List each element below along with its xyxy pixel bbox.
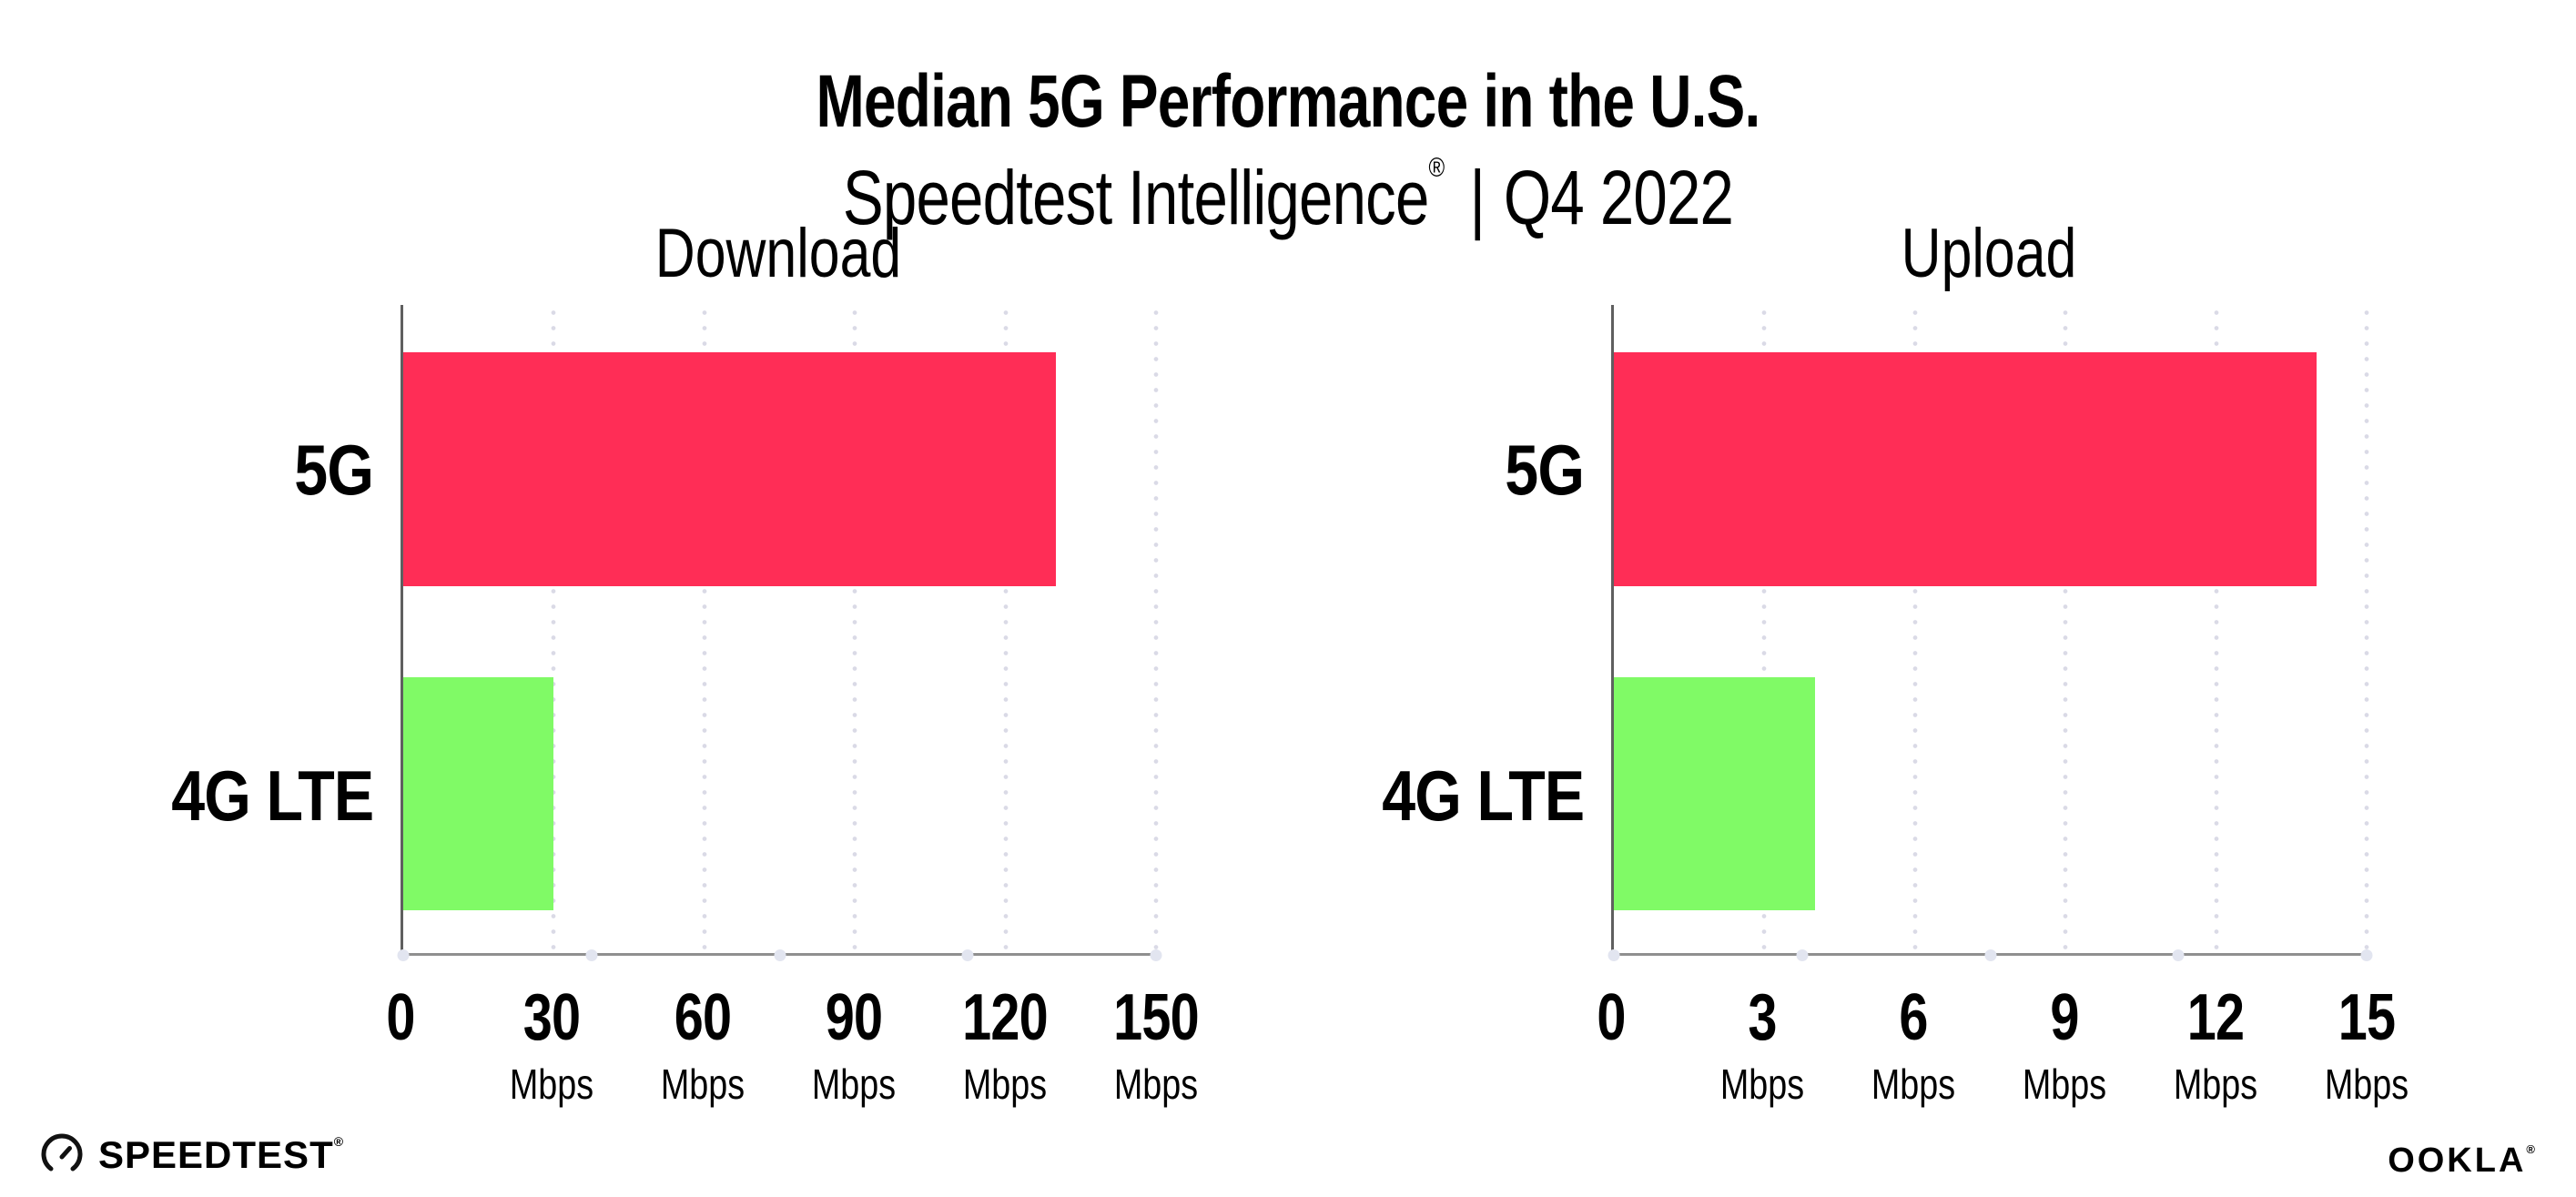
x-tick-unit: Mbps [660, 1060, 745, 1108]
ookla-trademark-icon: ® [2526, 1142, 2538, 1156]
x-tick-label: 120 Mbps [951, 985, 1058, 1105]
gridline [1003, 305, 1009, 953]
ookla-wordmark: OOKLA [2388, 1141, 2527, 1180]
x-tick-unit: Mbps [2173, 1060, 2258, 1108]
x-tick-value: 6 [1899, 981, 1928, 1054]
download-x-axis-labels: 0 30 Mbps 60 Mbps 90 Mbps 120 Mbps 150 Mbps [386, 985, 1199, 1149]
category-label-5g: 5G [1505, 430, 1585, 511]
subtitle-brand: Speedtest Intelligence [842, 154, 1429, 240]
speedtest-wordmark: SPEEDTEST® [98, 1132, 345, 1176]
category-label-4g-lte: 4G LTE [170, 756, 374, 837]
axis-tick-dot [2360, 949, 2373, 961]
x-tick-label: 0 [382, 985, 418, 1050]
x-tick-value: 150 [1113, 981, 1200, 1054]
download-plot-area [397, 305, 1162, 961]
bar-4g-lte [403, 677, 554, 910]
upload-chart: Upload 0 3 Mbps 6 Mbps 9 Mbps 12 Mbps 15 Mbps 5G 4G… [1382, 219, 2409, 1106]
x-tick-label: 9 Mbps [2013, 985, 2115, 1105]
axis-tick-dot [2172, 949, 2185, 961]
gridline [702, 305, 707, 953]
download-chart-title: Download [654, 215, 902, 292]
gridline [2214, 305, 2219, 953]
x-tick-unit: Mbps [2022, 1060, 2107, 1108]
x-tick-value: 3 [1748, 981, 1777, 1054]
subtitle-separator: | [1469, 154, 1486, 240]
x-tick-value: 90 [825, 981, 883, 1054]
x-tick-value: 12 [2186, 981, 2245, 1054]
x-tick-label: 15 Mbps [2316, 985, 2418, 1105]
x-tick-label: 90 Mbps [803, 985, 905, 1105]
registered-trademark-icon: ® [1428, 152, 1445, 183]
gridline [1761, 305, 1767, 953]
axis-tick-dot [1150, 949, 1162, 961]
axis-tick-dot [1984, 949, 1996, 961]
axis-tick-dot [961, 949, 974, 961]
axis-tick-dot [585, 949, 598, 961]
gridline [1912, 305, 1918, 953]
x-tick-value: 0 [1597, 981, 1626, 1054]
x-tick-value: 60 [674, 981, 732, 1054]
x-tick-unit: Mbps [811, 1060, 897, 1108]
gridline [2063, 305, 2068, 953]
x-tick-unit: Mbps [2324, 1060, 2409, 1108]
x-tick-label: 6 Mbps [1862, 985, 1964, 1105]
x-tick-label: 12 Mbps [2165, 985, 2267, 1105]
x-tick-value: 15 [2338, 981, 2396, 1054]
speedtest-logo: SPEEDTEST® [40, 1132, 344, 1176]
bar-5g [1614, 351, 2317, 586]
gridline [852, 305, 857, 953]
axis-tick-dot [397, 949, 410, 961]
ookla-logo: OOKLA® [2388, 1143, 2538, 1178]
page-title: Median 5G Performance in the U.S. [816, 59, 1761, 143]
upload-plot-area [1607, 305, 2373, 961]
speedtest-gauge-icon [40, 1132, 84, 1176]
page-subtitle: Speedtest Intelligence® | Q4 2022 [842, 152, 1734, 242]
upload-chart-title: Upload [1901, 215, 2077, 292]
bar-4g-lte [1614, 677, 1815, 910]
x-tick-value: 9 [2050, 981, 2079, 1054]
x-tick-label: 3 Mbps [1711, 985, 1813, 1105]
download-chart: Download 0 30 Mbps 60 Mbps 90 Mbps 120 Mbps 150 Mb… [171, 219, 1200, 1106]
x-tick-value: 0 [386, 981, 415, 1054]
subtitle-period: Q4 2022 [1503, 154, 1734, 240]
axis-tick-dot [774, 949, 786, 961]
axis-tick-dot [1796, 949, 1809, 961]
gridline [551, 305, 556, 953]
x-tick-label: 150 Mbps [1102, 985, 1209, 1105]
x-tick-label: 0 [1593, 985, 1628, 1050]
x-tick-label: 30 Mbps [501, 985, 603, 1105]
x-tick-label: 60 Mbps [652, 985, 754, 1105]
bar-5g [403, 351, 1056, 586]
x-tick-unit: Mbps [1871, 1060, 1956, 1108]
x-tick-unit: Mbps [509, 1060, 594, 1108]
x-tick-unit: Mbps [1719, 1060, 1805, 1108]
category-label-4g-lte: 4G LTE [1381, 756, 1585, 837]
x-tick-value: 30 [522, 981, 581, 1054]
category-label-5g: 5G [294, 430, 374, 511]
gridline [1153, 305, 1159, 953]
upload-x-axis-labels: 0 3 Mbps 6 Mbps 9 Mbps 12 Mbps 15 Mbps [1597, 985, 2409, 1149]
x-tick-value: 120 [962, 981, 1049, 1054]
x-tick-unit: Mbps [1113, 1060, 1199, 1108]
x-tick-unit: Mbps [962, 1060, 1048, 1108]
axis-tick-dot [1607, 949, 1620, 961]
speedtest-trademark-icon: ® [333, 1133, 345, 1149]
gridline [2364, 305, 2369, 953]
